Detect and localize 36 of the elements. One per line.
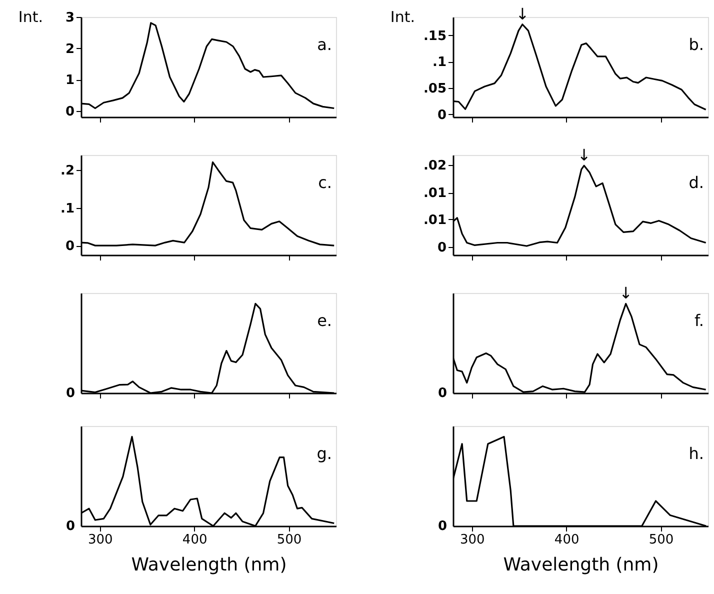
y-tick-label: .02	[423, 158, 446, 174]
text: d.	[688, 173, 704, 192]
y-tick-label: .05	[423, 82, 446, 97]
y-tick-label: 0	[437, 240, 446, 256]
y-tick-label: .1	[432, 55, 446, 70]
y-tick-label: 0	[65, 104, 74, 120]
y-tick-label: 1	[65, 73, 74, 88]
y-axis-title: Int.	[18, 8, 43, 26]
y-tick-label: 2	[65, 42, 74, 57]
annotation: ↓	[619, 284, 633, 303]
annotation: ↓	[577, 146, 591, 165]
text: a.	[317, 35, 332, 54]
x-tick-label: 300	[88, 532, 113, 548]
x-tick-label: 500	[276, 532, 302, 548]
y-tick-label: 0	[65, 239, 74, 254]
x-tick-label: 400	[182, 532, 208, 548]
x-tick-label: 300	[460, 532, 485, 548]
y-tick-label: .15	[423, 28, 446, 44]
y-tick-label: .2	[60, 164, 74, 179]
y-tick-label: .01	[423, 212, 446, 228]
text: f.	[694, 311, 704, 330]
x-tick-label: 500	[648, 532, 674, 548]
x-axis-title: Wavelength (nm)	[131, 554, 287, 576]
text: g.	[316, 444, 332, 463]
text: h.	[688, 444, 704, 463]
text: b.	[688, 35, 704, 54]
y-tick-label: .1	[60, 201, 74, 216]
annotation: ↓	[516, 4, 530, 24]
y-tick-label: 3	[65, 10, 74, 26]
text: c.	[318, 173, 332, 192]
y-axis-title: Int.	[390, 8, 415, 26]
x-axis-title: Wavelength (nm)	[503, 554, 659, 576]
y-tick-label: 0	[437, 108, 446, 123]
y-tick-label: .01	[423, 186, 446, 202]
text: e.	[317, 311, 332, 330]
x-tick-label: 400	[554, 532, 580, 548]
